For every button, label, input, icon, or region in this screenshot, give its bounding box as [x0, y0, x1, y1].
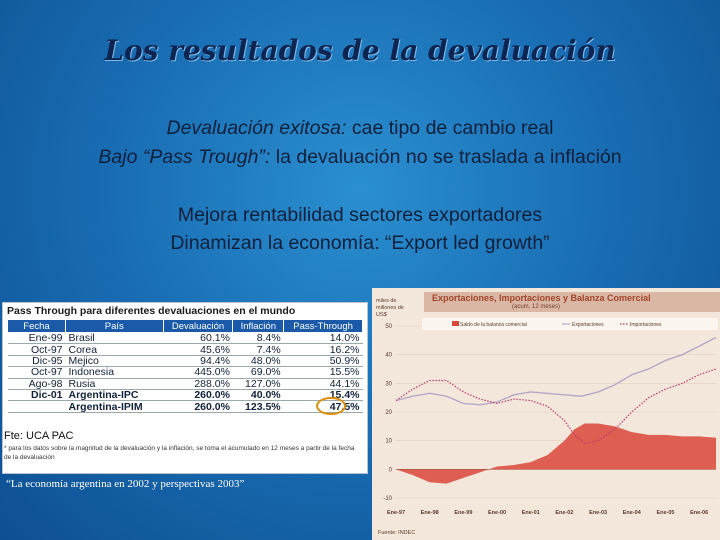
table-source: Fte: UCA PAC	[4, 430, 74, 442]
table-header-cell: Devaluación	[162, 319, 234, 333]
y-tick-label: 0	[389, 467, 393, 473]
table-caption: “La economía argentina en 2002 y perspec…	[6, 478, 245, 490]
table-cell: Dic-01	[7, 389, 66, 402]
table-body: Ene-99 Brasil 60.1% 8.4% 14.0% Oct-97 Corea 45.…	[7, 332, 363, 413]
table-cell: 260.0%	[163, 389, 233, 402]
legend-entry: Importaciones	[630, 322, 662, 328]
highlight-circle	[316, 397, 346, 415]
x-tick-label: Ene-01	[522, 510, 540, 516]
series-balance-area	[396, 423, 716, 484]
x-tick-label: Ene-98	[421, 510, 439, 516]
table-cell: 45.6%	[163, 343, 233, 356]
table-cell: Oct-97	[7, 343, 66, 356]
legend-swatch	[452, 321, 459, 326]
bullet-dinamizan: Dinamizan la economía: “Export led growt…	[170, 232, 550, 254]
legend-entry: Saldo de la balanza comercial	[460, 322, 527, 328]
bullet-pass-trough: Bajo “Pass Trough”: la devaluación no se…	[0, 146, 720, 169]
table-row: Dic-01 Argentina-IPC 260.0% 40.0% 15.4%	[7, 389, 363, 402]
bullet-rentabilidad: Mejora rentabilidad sectores exportadore…	[177, 204, 543, 226]
table-cell: Oct-97	[7, 366, 66, 379]
table-cell	[7, 400, 66, 413]
chart-title-band	[424, 292, 720, 312]
table-cell: 14.0%	[283, 332, 363, 345]
table-cell: 127.0%	[232, 378, 284, 390]
series-exportaciones-line	[395, 336, 717, 406]
chart-ylabel: miles de millones de US$	[376, 298, 404, 318]
bullet-devaluacion-label: Devaluación exitosa:	[166, 117, 347, 139]
pass-through-table-image: Pass Through para diferentes devaluacion…	[2, 302, 368, 474]
x-tick-label: Ene-03	[589, 510, 607, 516]
y-tick-label: 10	[385, 439, 392, 445]
table-cell: Ene-99	[7, 332, 66, 345]
table-row: Oct-97 Indonesia 445.0% 69.0% 15.5%	[7, 366, 363, 379]
table-row: Dic-95 Mejico 94.4% 48.0% 50.9%	[7, 355, 363, 368]
table-title: Pass Through para diferentes devaluacion…	[7, 305, 296, 317]
table-note: * para los datos sobre la magnitud de la…	[4, 445, 355, 461]
table-cell: 123.5%	[232, 400, 284, 413]
table-cell: 69.0%	[232, 366, 284, 379]
y-tick-label: 40	[385, 353, 392, 359]
table-cell: Argentina-IPIM	[65, 400, 164, 413]
table-cell: Indonesia	[65, 366, 164, 379]
legend-entry: Exportaciones	[572, 322, 604, 328]
y-tick-label: 20	[385, 410, 392, 416]
table-cell: 48.0%	[232, 355, 284, 368]
table-row: Ene-99 Brasil 60.1% 8.4% 14.0%	[7, 332, 363, 345]
table-cell: 288.0%	[163, 378, 233, 390]
slide-title: Los resultados de la devaluación	[104, 34, 616, 67]
table-header-row: Fecha País Devaluación Inflación Pass-Throug…	[7, 319, 363, 333]
y-tick-label: -10	[383, 496, 392, 502]
x-tick-label: Ene-97	[387, 510, 405, 516]
x-tick-label: Ene-99	[454, 510, 472, 516]
table-cell: 7.4%	[232, 343, 284, 356]
table-cell: Mejico	[65, 355, 164, 368]
chart-title: Exportaciones, Importaciones y Balanza C…	[432, 293, 651, 303]
bullet-pass-trough-label: Bajo “Pass Trough”:	[98, 146, 271, 168]
x-tick-label: Ene-02	[555, 510, 573, 516]
y-tick-label: 30	[385, 381, 392, 387]
table-header-cell: País	[65, 319, 164, 333]
trade-chart-image: Exportaciones, Importaciones y Balanza C…	[372, 288, 720, 540]
table-row: Oct-97 Corea 45.6% 7.4% 16.2%	[7, 343, 363, 356]
table-cell: 445.0%	[163, 366, 233, 379]
chart-source: Fuente: INDEC	[378, 530, 416, 536]
table-cell: 16.2%	[283, 343, 363, 356]
table-header-cell: Fecha	[7, 319, 66, 333]
table-cell: 50.9%	[283, 355, 363, 368]
x-tick-label: Ene-00	[488, 510, 506, 516]
bullet-devaluacion-text: cae tipo de cambio real	[346, 117, 554, 139]
y-tick-label: 50	[385, 324, 392, 330]
table-cell: Rusia	[65, 378, 164, 390]
table-header-cell: Inflación	[232, 319, 285, 333]
trade-chart: -10 0 10 20 30 40 50 Saldo de la balanza comerc…	[383, 318, 718, 516]
x-tick-label: Ene-06	[690, 510, 708, 516]
series-importaciones-line	[395, 368, 717, 445]
table-row: Ago-98 Rusia 288.0% 127.0% 44.1%	[7, 378, 363, 390]
x-tick-label: Ene-04	[623, 510, 642, 516]
table-cell: Argentina-IPC	[65, 389, 164, 402]
bullet-devaluacion: Devaluación exitosa: cae tipo de cambio …	[0, 117, 720, 140]
table-cell: 44.1%	[283, 378, 363, 390]
table-cell: 8.4%	[232, 332, 284, 345]
table-cell: 40.0%	[232, 389, 284, 402]
table-row: Argentina-IPIM 260.0% 123.5% 47.5%	[7, 400, 363, 413]
x-tick-label: Ene-05	[656, 510, 674, 516]
table-cell: 260.0%	[163, 400, 233, 413]
bullet-pass-trough-text: la devaluación no se traslada a inflació…	[270, 146, 622, 168]
table-cell: 60.1%	[163, 332, 233, 345]
chart-subtitle: (acum. 12 meses)	[512, 304, 561, 310]
table-cell: Corea	[65, 343, 164, 356]
table-cell: Ago-98	[7, 378, 66, 390]
table-cell: Brasil	[65, 332, 164, 345]
table-cell: Dic-95	[7, 355, 66, 368]
table-cell: 94.4%	[163, 355, 233, 368]
pass-through-table: Fecha País Devaluación Inflación Pass-Throug…	[7, 319, 363, 413]
table-header-cell: Pass-Through	[283, 319, 363, 333]
table-cell: 15.5%	[283, 366, 363, 379]
